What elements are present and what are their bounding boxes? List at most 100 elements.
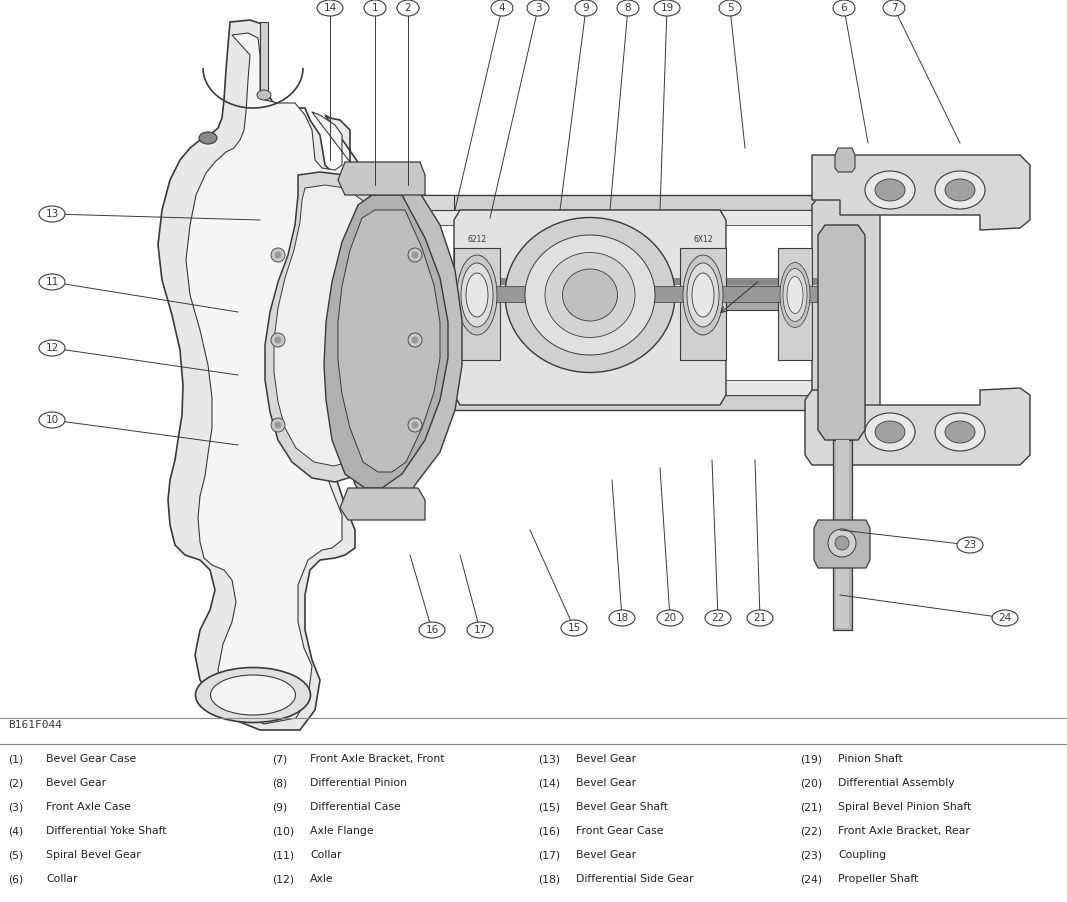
Text: (16): (16): [538, 826, 560, 836]
Text: (19): (19): [800, 754, 823, 764]
Text: (1): (1): [7, 754, 23, 764]
Text: 14: 14: [323, 3, 336, 13]
Polygon shape: [835, 148, 855, 172]
Polygon shape: [310, 278, 840, 310]
Text: 5: 5: [727, 3, 733, 13]
Ellipse shape: [525, 235, 655, 355]
Circle shape: [271, 333, 285, 347]
Circle shape: [408, 248, 423, 262]
Polygon shape: [310, 278, 840, 285]
Text: (6): (6): [7, 874, 23, 884]
Ellipse shape: [883, 0, 905, 16]
Ellipse shape: [687, 263, 719, 327]
Text: 1: 1: [371, 3, 379, 13]
Text: 3: 3: [535, 3, 541, 13]
Text: (7): (7): [272, 754, 287, 764]
Circle shape: [274, 336, 282, 344]
Text: 13: 13: [46, 209, 59, 219]
Polygon shape: [453, 248, 500, 360]
Text: Pinion Shaft: Pinion Shaft: [838, 754, 903, 764]
Text: 23: 23: [964, 540, 976, 550]
Text: 6: 6: [841, 3, 847, 13]
Text: 19: 19: [660, 3, 673, 13]
Polygon shape: [310, 395, 840, 410]
Ellipse shape: [466, 273, 488, 317]
Text: Differential Yoke Shaft: Differential Yoke Shaft: [46, 826, 166, 836]
Ellipse shape: [461, 263, 493, 327]
Ellipse shape: [39, 206, 65, 222]
Polygon shape: [440, 286, 821, 302]
Text: 8: 8: [624, 3, 632, 13]
Polygon shape: [186, 33, 362, 724]
Ellipse shape: [780, 262, 810, 327]
Ellipse shape: [195, 667, 310, 723]
Polygon shape: [260, 22, 268, 95]
Ellipse shape: [39, 274, 65, 290]
Ellipse shape: [200, 132, 217, 144]
Text: Axle: Axle: [310, 874, 334, 884]
Ellipse shape: [491, 0, 513, 16]
Circle shape: [408, 333, 423, 347]
Text: 12: 12: [46, 343, 59, 353]
Text: Bevel Gear Shaft: Bevel Gear Shaft: [576, 802, 668, 812]
Text: (8): (8): [272, 778, 287, 788]
Text: (9): (9): [272, 802, 287, 812]
Polygon shape: [158, 20, 375, 730]
Text: (12): (12): [272, 874, 294, 884]
Text: Collar: Collar: [46, 874, 78, 884]
Text: Bevel Gear: Bevel Gear: [576, 754, 636, 764]
Text: 15: 15: [568, 623, 580, 633]
Polygon shape: [453, 210, 726, 405]
Ellipse shape: [545, 253, 635, 337]
Text: (22): (22): [800, 826, 823, 836]
Text: (13): (13): [538, 754, 560, 764]
Ellipse shape: [575, 0, 598, 16]
Polygon shape: [354, 172, 462, 510]
Text: (17): (17): [538, 850, 560, 860]
Text: 24: 24: [999, 613, 1012, 623]
Text: Coupling: Coupling: [838, 850, 886, 860]
Polygon shape: [305, 395, 453, 410]
Polygon shape: [837, 440, 849, 628]
Text: Bevel Gear: Bevel Gear: [46, 778, 106, 788]
Polygon shape: [310, 210, 840, 225]
Text: Axle Flange: Axle Flange: [310, 826, 373, 836]
Ellipse shape: [833, 0, 855, 16]
Polygon shape: [778, 248, 812, 360]
Text: Front Gear Case: Front Gear Case: [576, 826, 664, 836]
Text: 20: 20: [664, 613, 676, 623]
Text: Front Axle Case: Front Axle Case: [46, 802, 131, 812]
Text: (24): (24): [800, 874, 823, 884]
Ellipse shape: [992, 610, 1018, 626]
Circle shape: [412, 336, 418, 344]
Polygon shape: [818, 225, 865, 440]
Ellipse shape: [39, 340, 65, 356]
Ellipse shape: [457, 255, 497, 335]
Polygon shape: [833, 440, 853, 630]
Text: Bevel Gear: Bevel Gear: [576, 850, 636, 860]
Ellipse shape: [945, 179, 975, 201]
Polygon shape: [274, 185, 407, 466]
Polygon shape: [812, 195, 880, 425]
Circle shape: [274, 252, 282, 259]
Ellipse shape: [935, 171, 985, 209]
Polygon shape: [814, 520, 870, 568]
Ellipse shape: [719, 0, 740, 16]
Polygon shape: [324, 195, 448, 488]
Ellipse shape: [692, 273, 714, 317]
Ellipse shape: [957, 537, 983, 553]
Text: 18: 18: [616, 613, 628, 623]
Text: (18): (18): [538, 874, 560, 884]
Ellipse shape: [527, 0, 550, 16]
Polygon shape: [265, 172, 415, 482]
Text: (15): (15): [538, 802, 560, 812]
Polygon shape: [310, 195, 840, 210]
Ellipse shape: [39, 412, 65, 428]
Text: B161F044: B161F044: [7, 720, 62, 730]
Polygon shape: [680, 248, 726, 360]
Ellipse shape: [683, 255, 723, 335]
Text: Differential Case: Differential Case: [310, 802, 401, 812]
Circle shape: [412, 252, 418, 259]
Ellipse shape: [865, 413, 915, 451]
Ellipse shape: [609, 610, 635, 626]
